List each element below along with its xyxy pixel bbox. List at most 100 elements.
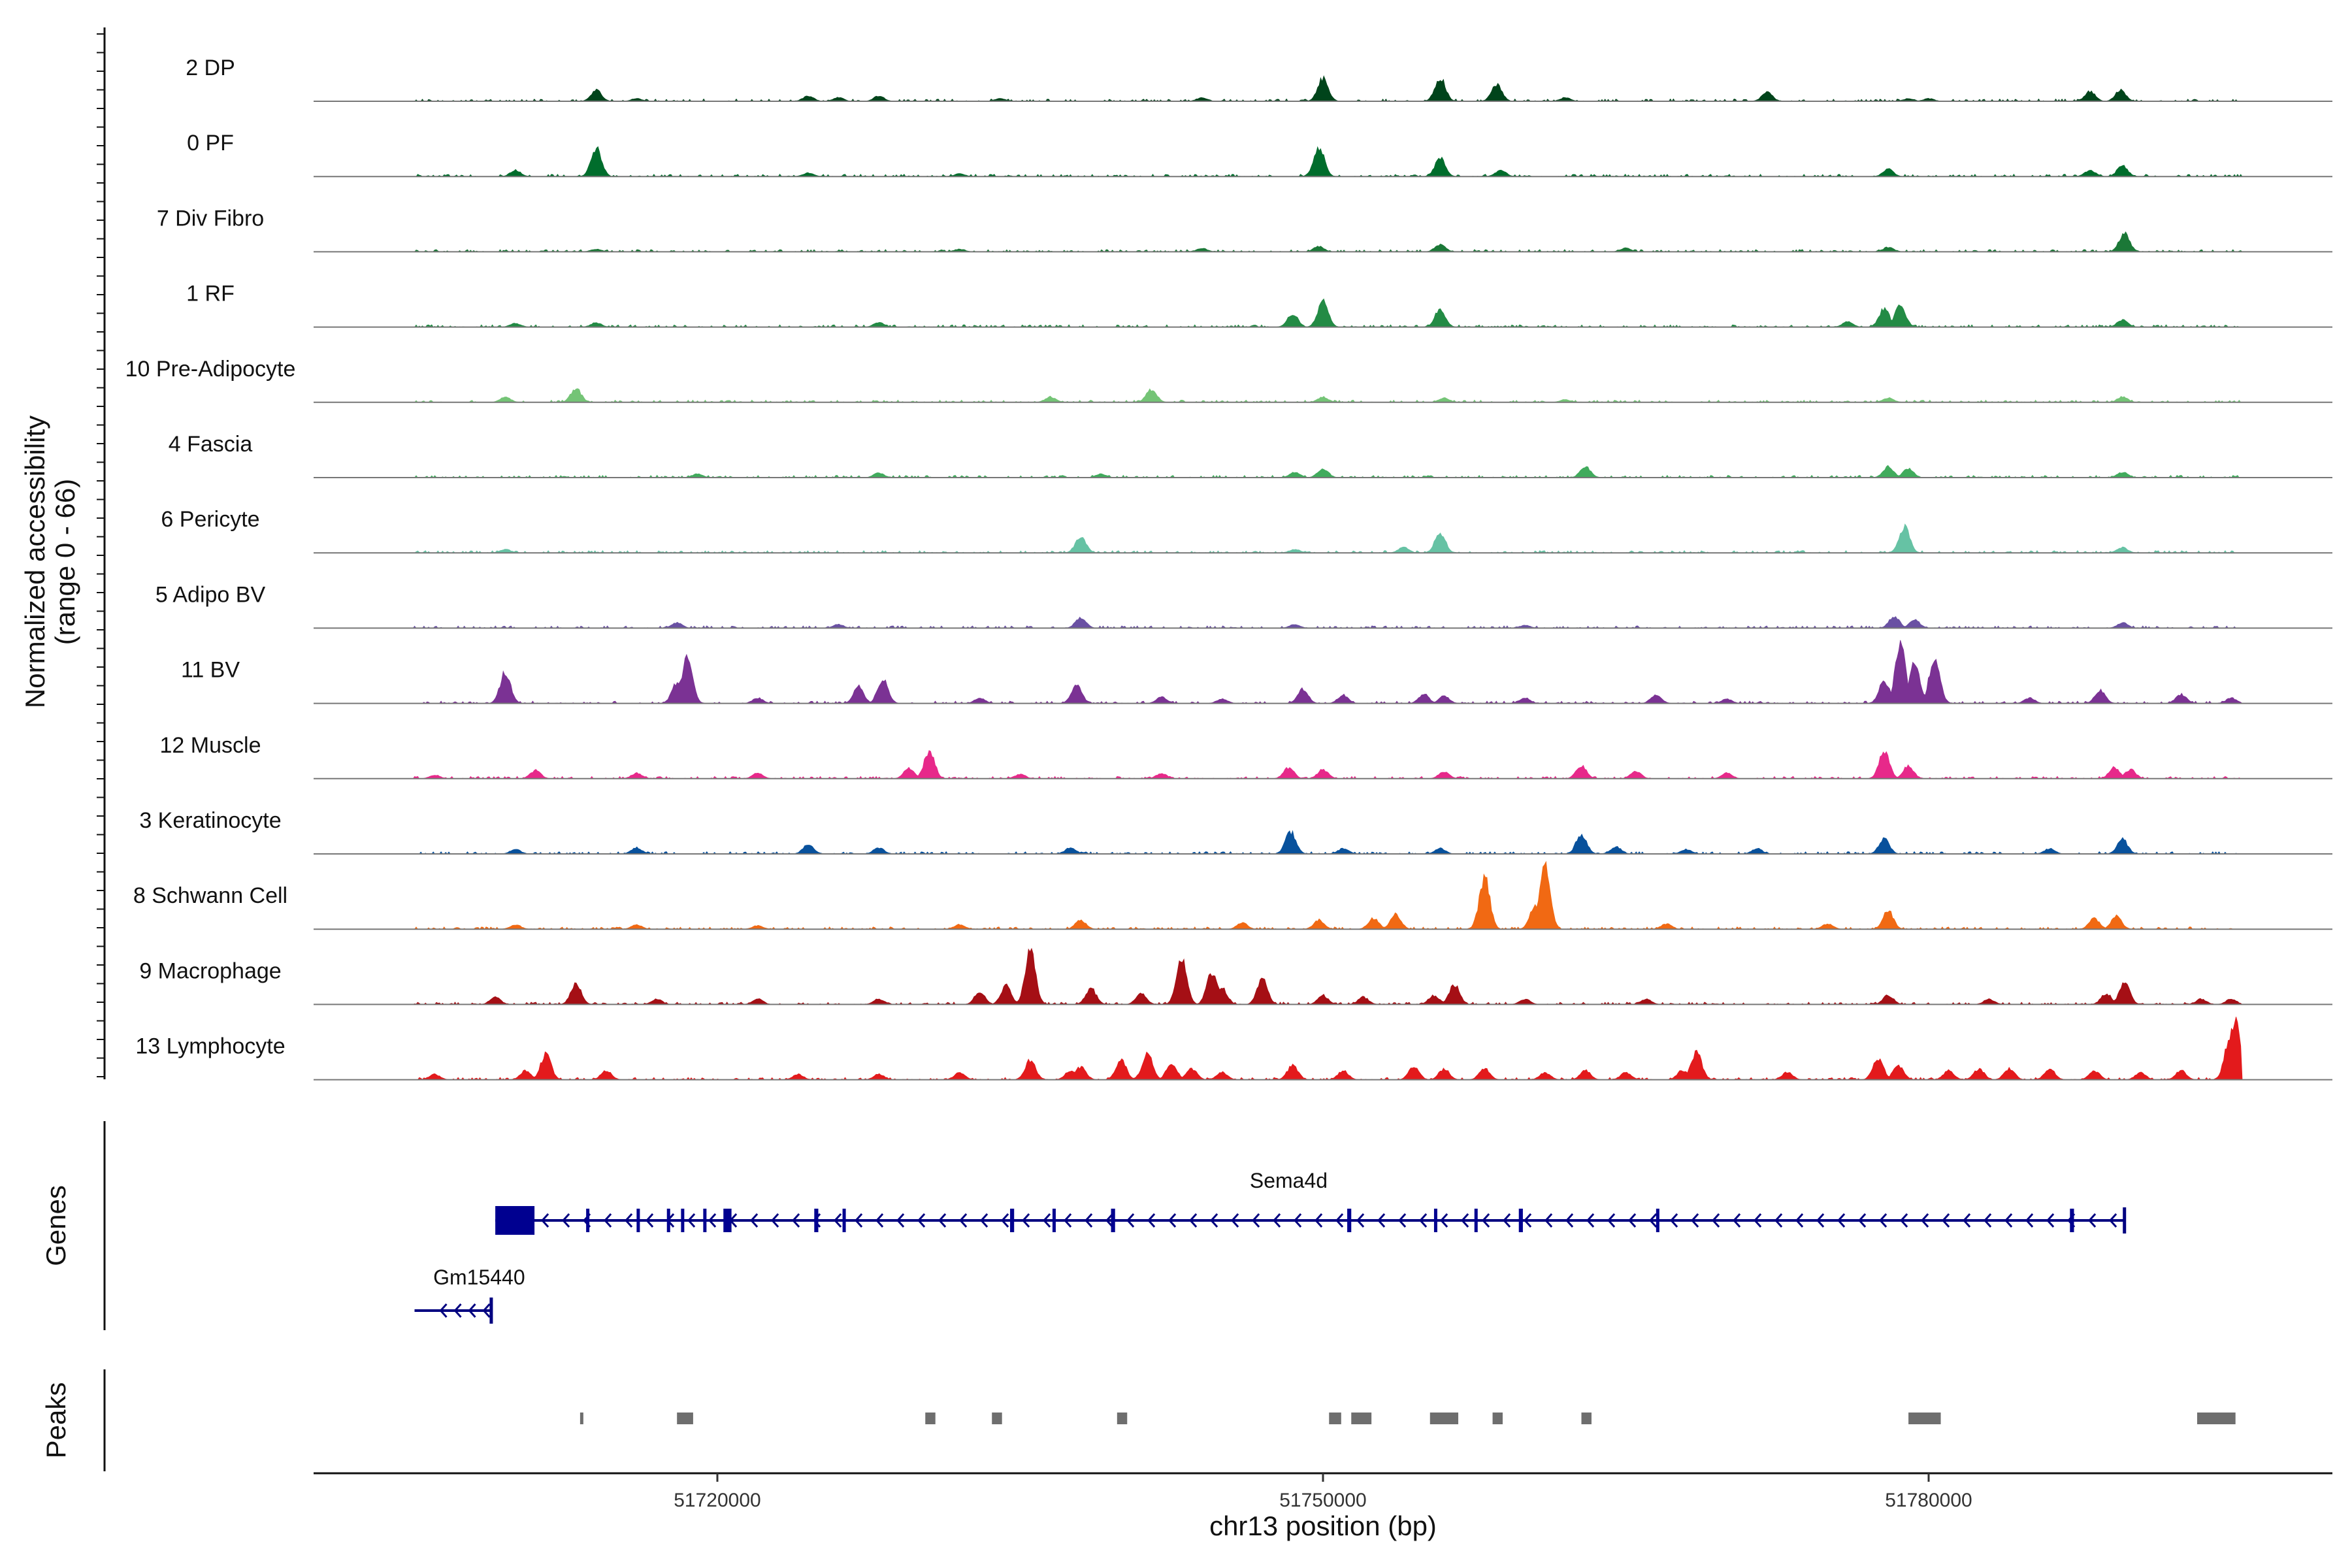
strand-arrow [1963,1213,1971,1228]
track-label: 12 Muscle [160,733,261,758]
strand-arrow [938,1213,947,1228]
peak-region [992,1413,1002,1424]
coverage-track: 3 Keratinocyte [139,808,2332,855]
strand-arrow [708,1213,717,1228]
coverage-area [314,388,2332,403]
strand-arrow [959,1213,968,1228]
strand-arrow [1461,1213,1469,1228]
strand-arrow [896,1213,905,1228]
strand-arrow [604,1213,612,1228]
exon [842,1209,846,1232]
strand-arrow [980,1213,988,1228]
y-axis [97,27,106,1079]
genes-panel-title: Genes [41,1185,71,1266]
strand-arrow [1377,1213,1386,1228]
strand-arrow [1879,1213,1887,1228]
strand-arrow [2025,1213,2034,1228]
exon [2070,1209,2074,1232]
strand-arrow [2109,1213,2117,1228]
exon [1433,1209,1437,1232]
strand-arrow [541,1213,549,1228]
strand-arrow [453,1303,462,1318]
exon [1474,1209,1478,1232]
exon [586,1209,590,1232]
strand-arrow [1691,1213,1699,1228]
gene: Gm15440 [414,1266,525,1324]
strand-arrow [1105,1213,1114,1228]
strand-arrow [2088,1213,2097,1228]
coverage-track: 13 Lymphocyte [135,1017,2332,1081]
strand-arrow [1085,1213,1093,1228]
track-label: 5 Adipo BV [155,582,266,607]
strand-arrow [1733,1213,1741,1228]
x-tick-label: 51780000 [1885,1490,1972,1511]
coverage-track: 4 Fascia [169,432,2332,478]
strand-arrow [2004,1213,2013,1228]
strand-arrow [834,1213,842,1228]
peak-region [1351,1413,1372,1424]
track-label: 9 Macrophage [139,958,281,983]
exon [814,1209,819,1232]
track-label: 1 RF [186,282,235,306]
coverage-track: 12 Muscle [160,733,2332,779]
strand-arrow [625,1213,633,1228]
track-label: 7 Div Fibro [157,206,264,231]
strand-arrow [1440,1213,1448,1228]
coverage-area [314,465,2332,478]
coverage-area [314,640,2332,704]
peak-region [2197,1413,2236,1424]
strand-arrow [1356,1213,1365,1228]
peak-region [1329,1413,1341,1424]
strand-arrow [1419,1213,1428,1228]
strand-arrow [1189,1213,1198,1228]
strand-arrow [1984,1213,1992,1228]
track-label: 11 BV [181,658,240,683]
x-tick-label: 51750000 [1279,1490,1366,1511]
coverage-area [314,947,2332,1005]
peak-region [580,1413,583,1424]
strand-arrow [1064,1213,1072,1228]
exon [703,1209,707,1232]
peak-region [677,1413,693,1424]
strand-arrow [687,1213,696,1228]
strand-arrow [1774,1213,1783,1228]
track-label: 2 DP [186,56,235,80]
strand-arrow [1043,1213,1051,1228]
coverage-area [314,616,2332,629]
peak-region [1908,1413,1941,1424]
peak-region [1429,1413,1459,1424]
track-label: 4 Fascia [169,432,253,457]
strand-arrow [1168,1213,1177,1228]
strand-arrow [792,1213,800,1228]
strand-arrow [1628,1213,1637,1228]
track-label: 13 Lymphocyte [135,1034,285,1059]
strand-arrow [482,1303,491,1318]
coverage-area [314,830,2332,855]
strand-arrow [1022,1213,1030,1228]
peak-region [1581,1413,1592,1424]
coverage-track: 8 Schwann Cell [133,860,2332,930]
gene-label: Gm15440 [433,1266,525,1289]
track-label: 3 Keratinocyte [139,808,281,833]
peak-regions [580,1413,2236,1424]
strand-arrow [1607,1213,1616,1228]
coverage-area [314,75,2332,102]
track-label: 10 Pre-Adipocyte [125,357,296,382]
strand-arrow [1147,1213,1156,1228]
exon [495,1206,535,1235]
exon [723,1209,732,1232]
x-axis-title: chr13 position (bp) [1209,1511,1437,1541]
coverage-track: 2 DP [186,56,2332,102]
strand-arrow [1315,1213,1323,1228]
strand-arrow [1273,1213,1281,1228]
peaks-panel-title: Peaks [41,1382,71,1459]
strand-arrow [875,1213,884,1228]
coverage-track: 0 PF [187,131,2332,178]
strand-arrow [1858,1213,1867,1228]
strand-arrow [1482,1213,1490,1228]
coverage-tracks: 2 DP 0 PF 7 Div Fibro 1 RF 10 Pre-Adipocyte 4… [125,56,2332,1081]
coverage-area [314,231,2332,253]
strand-arrow [1649,1213,1658,1228]
strand-arrow [1335,1213,1344,1228]
strand-arrow [1942,1213,1950,1228]
